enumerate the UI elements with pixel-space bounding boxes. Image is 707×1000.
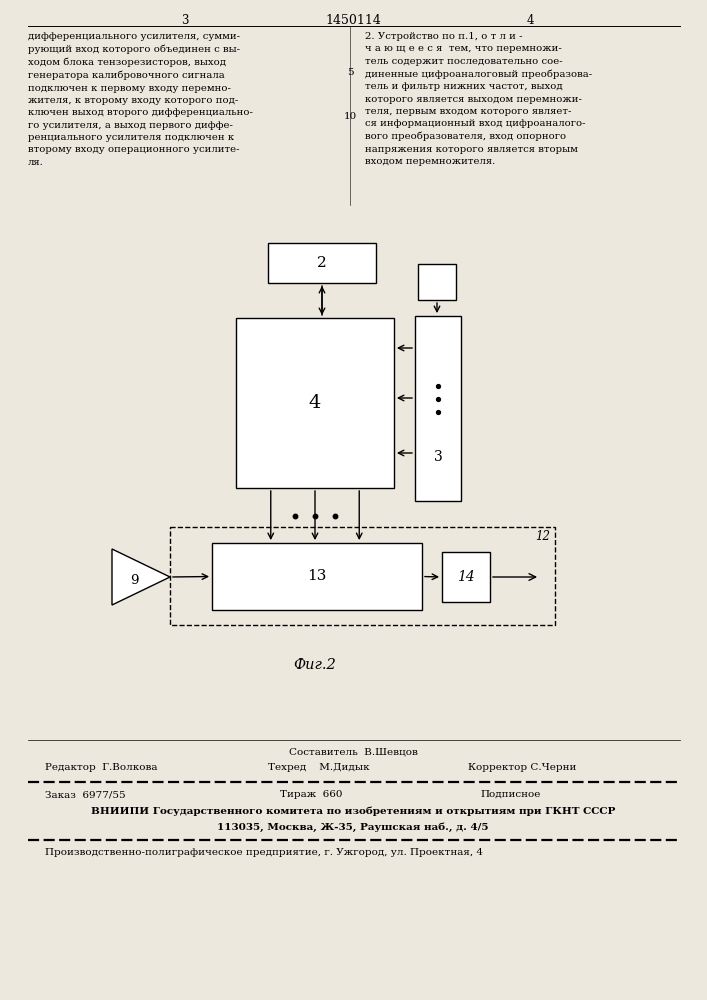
Text: ВНИИПИ Государственного комитета по изобретениям и открытиям при ГКНТ СССР: ВНИИПИ Государственного комитета по изоб… (90, 806, 615, 816)
Text: 2. Устройство по п.1, о т л и -
ч а ю щ е е с я  тем, что перемножи-
тель содерж: 2. Устройство по п.1, о т л и - ч а ю щ … (365, 32, 592, 166)
Text: Корректор С.Черни: Корректор С.Черни (468, 763, 576, 772)
Text: Производственно-полиграфическое предприятие, г. Ужгород, ул. Проектная, 4: Производственно-полиграфическое предприя… (45, 848, 483, 857)
Bar (236, 318, 394, 488)
Bar (170, 527, 555, 625)
Text: дифференциального усилителя, сумми-
рующий вход которого объединен с вы-
ходом б: дифференциального усилителя, сумми- рующ… (28, 32, 253, 167)
Bar (442, 552, 490, 602)
Text: 5: 5 (346, 68, 354, 77)
Text: 1450114: 1450114 (325, 14, 381, 27)
Text: 10: 10 (344, 112, 356, 121)
Text: Техред    М.Дидык: Техред М.Дидык (268, 763, 370, 772)
Text: 12: 12 (535, 530, 550, 543)
Bar (212, 543, 422, 610)
Text: 4: 4 (526, 14, 534, 27)
Text: 13: 13 (308, 570, 327, 584)
Bar (415, 316, 461, 501)
Polygon shape (112, 549, 170, 605)
Bar (418, 264, 456, 300)
Text: 113035, Москва, Ж-35, Раушская наб., д. 4/5: 113035, Москва, Ж-35, Раушская наб., д. … (217, 822, 489, 832)
Bar (268, 243, 376, 283)
Text: 3: 3 (433, 450, 443, 464)
Text: Составитель  В.Шевцов: Составитель В.Шевцов (288, 748, 417, 757)
Text: Редактор  Г.Волкова: Редактор Г.Волкова (45, 763, 158, 772)
Text: 2: 2 (317, 256, 327, 270)
Text: 9: 9 (130, 574, 139, 587)
Text: 3: 3 (181, 14, 189, 27)
Text: Тираж  660: Тираж 660 (280, 790, 342, 799)
Text: Фиг.2: Фиг.2 (293, 658, 337, 672)
Text: Подписное: Подписное (480, 790, 540, 799)
Text: 4: 4 (309, 394, 321, 412)
Text: Заказ  6977/55: Заказ 6977/55 (45, 790, 126, 799)
Text: 14: 14 (457, 570, 475, 584)
